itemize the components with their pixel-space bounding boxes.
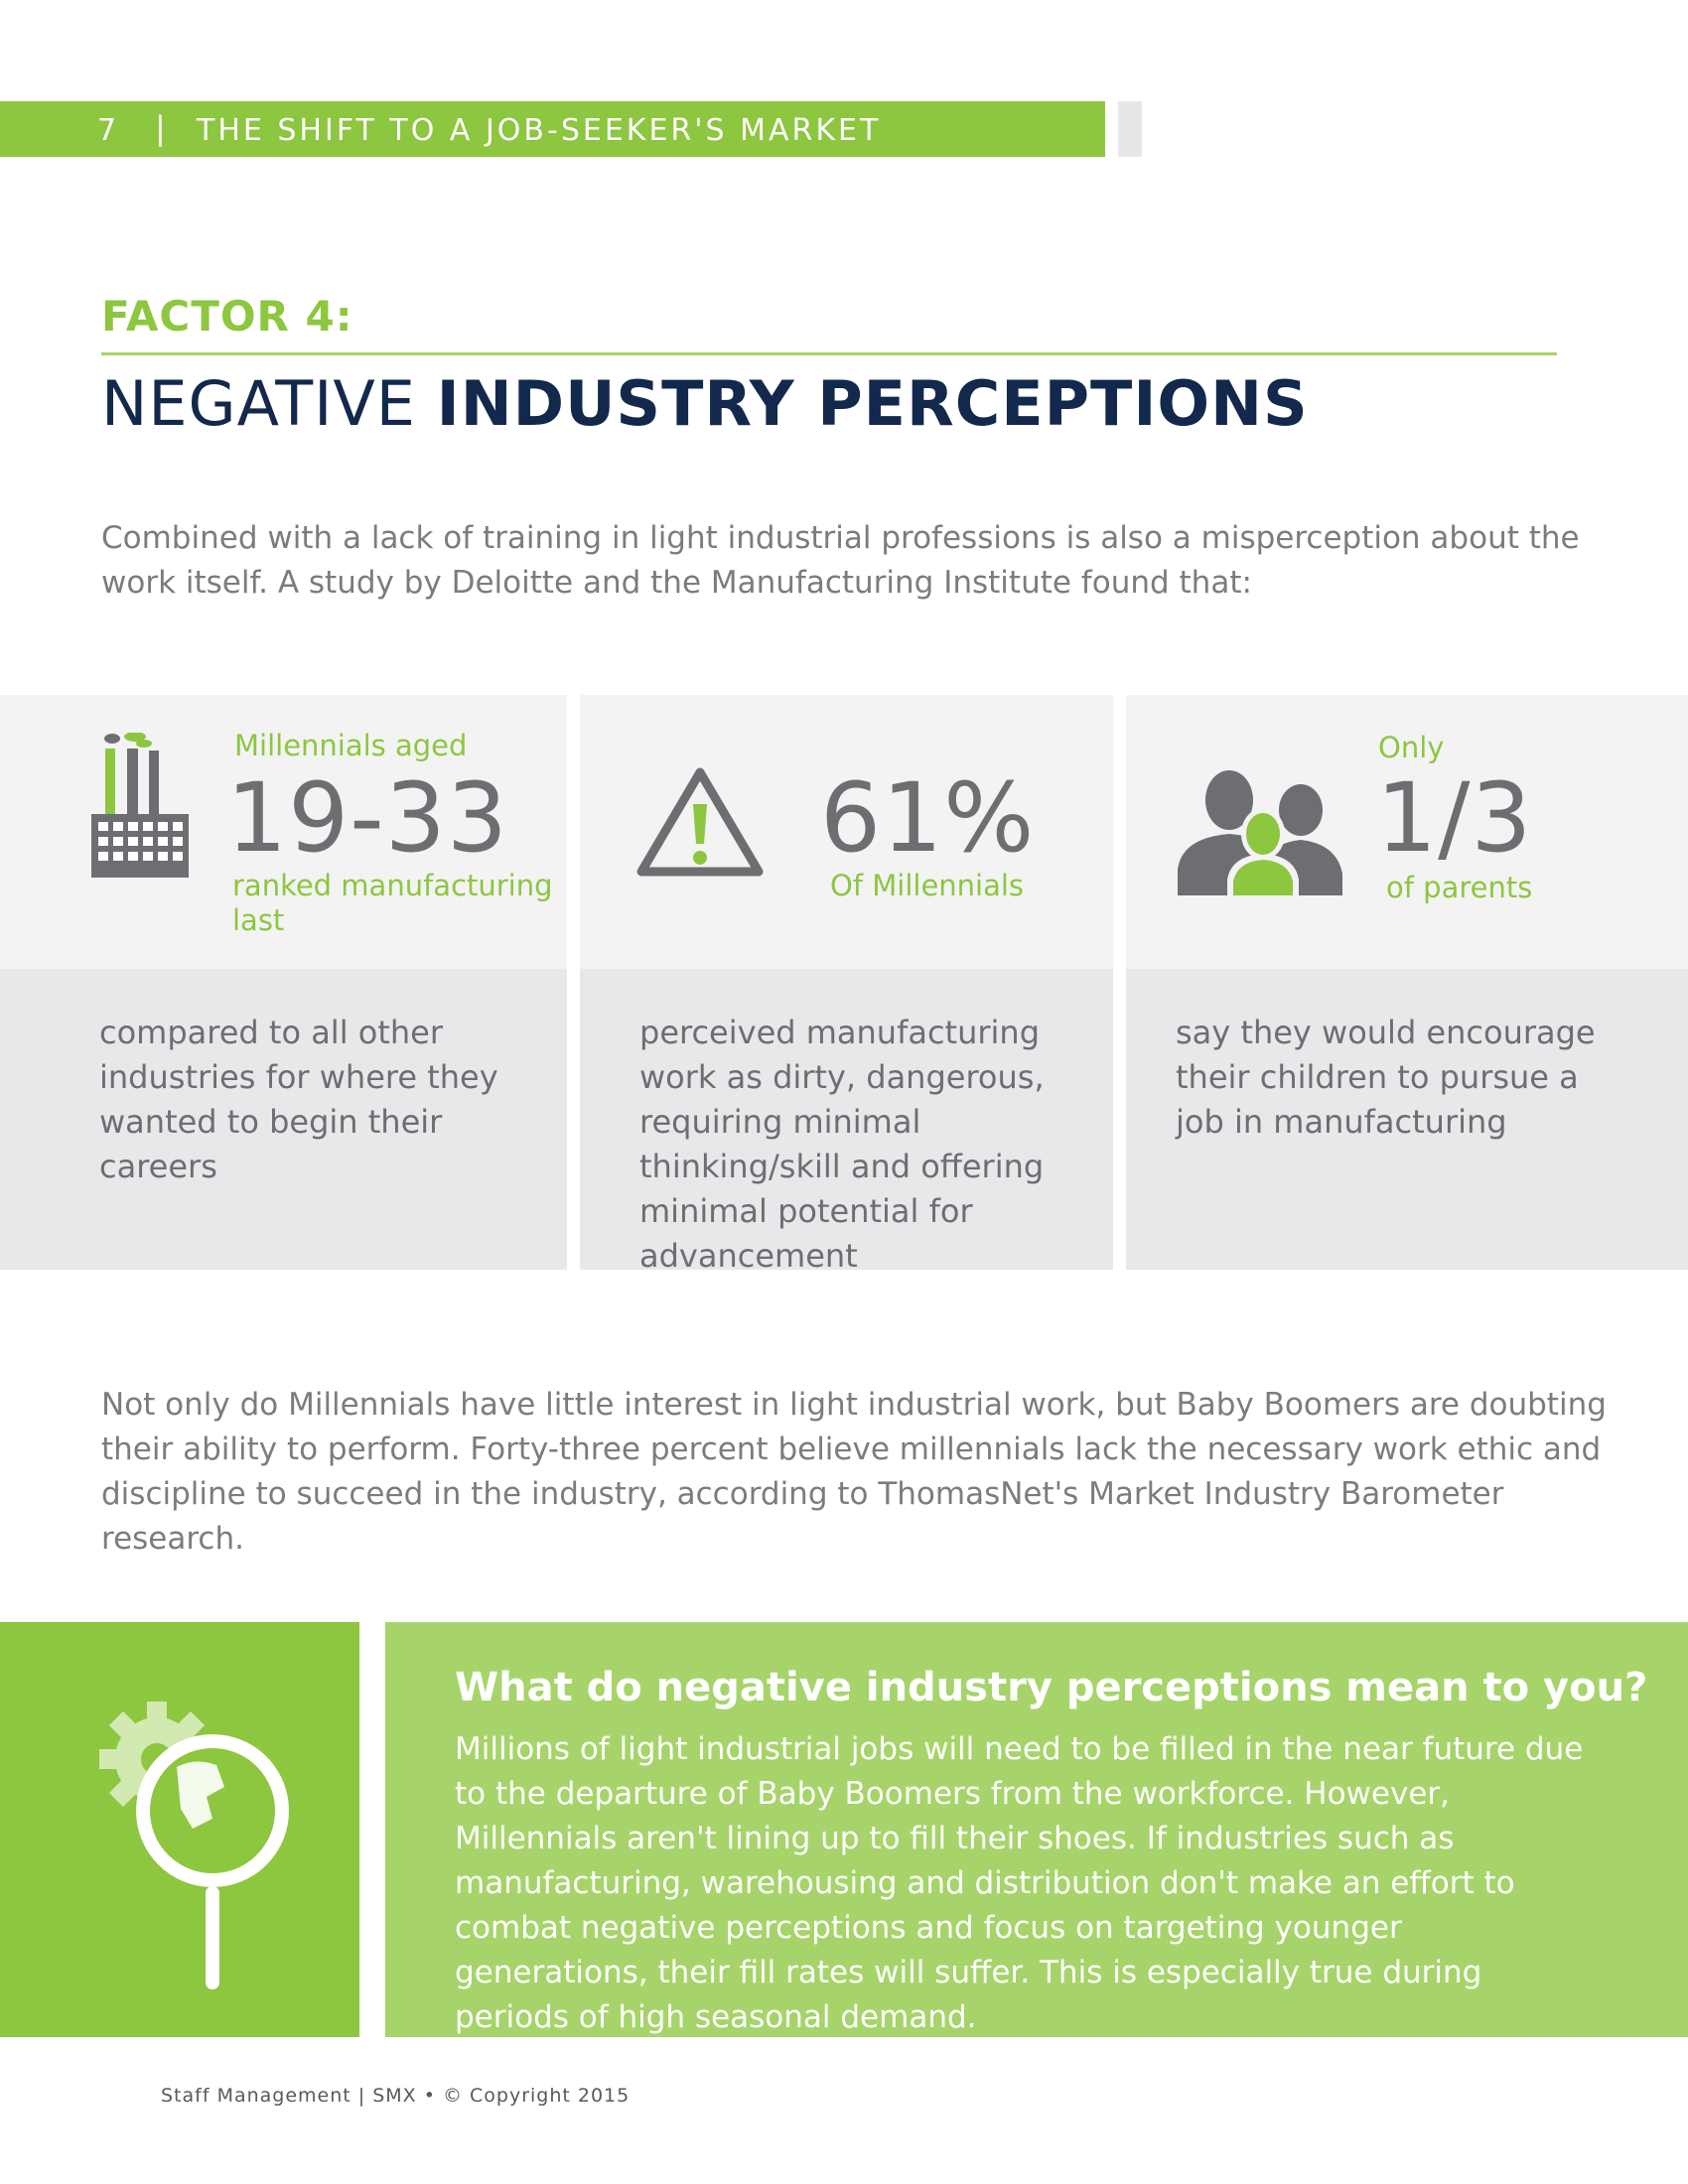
factor-divider xyxy=(101,352,1557,355)
stat-panel-3-top: Only 1/3 of parents xyxy=(1126,695,1688,969)
footer: Staff Management | SMX • © Copyright 201… xyxy=(161,2085,631,2107)
stat-2-description: perceived manufacturing work as dirty, d… xyxy=(639,1014,1045,1275)
people-icon xyxy=(1178,770,1342,895)
stat-3-pre: Only xyxy=(1378,731,1445,764)
stat-panel-2-top: 61% Of Millennials xyxy=(580,695,1113,969)
stat-3-post: of parents xyxy=(1386,871,1533,904)
intro-paragraph: Combined with a lack of training in ligh… xyxy=(101,520,1580,601)
stat-1-pre: Millennials aged xyxy=(234,729,468,762)
stat-2-value: 61% xyxy=(820,762,1036,874)
header-title: THE SHIFT TO A JOB-SEEKER'S MARKET xyxy=(197,113,882,148)
stat-3-description: say they would encourage their children … xyxy=(1176,1014,1596,1141)
stat-1-value: 19-33 xyxy=(226,762,508,874)
page-title-bold: INDUSTRY PERCEPTIONS xyxy=(436,367,1309,440)
stat-1-post: ranked manufacturing xyxy=(232,869,553,902)
header-separator: | xyxy=(155,109,166,147)
callout-body: Millions of light industrial jobs will n… xyxy=(455,1731,1584,2035)
gear-magnifier-icon xyxy=(99,1702,289,1989)
stat-1-post-2: last xyxy=(232,903,285,937)
stat-2-post: Of Millennials xyxy=(830,869,1025,902)
page-title: NEGATIVE INDUSTRY PERCEPTIONS xyxy=(101,367,1309,440)
callout-icon-panel xyxy=(0,1622,359,2037)
warning-icon xyxy=(636,767,764,877)
stat-panel-1-bottom: compared to all other industries for whe… xyxy=(0,969,567,1270)
factory-icon xyxy=(91,733,189,878)
stat-3-value: 1/3 xyxy=(1376,762,1533,874)
callout-heading: What do negative industry perceptions me… xyxy=(455,1665,1648,1710)
page-title-light: NEGATIVE xyxy=(101,367,437,440)
stat-panel-3-bottom: say they would encourage their children … xyxy=(1126,969,1688,1270)
callout-panel xyxy=(385,1622,1688,2037)
header-tab xyxy=(1118,101,1142,157)
page-number: 7 xyxy=(97,113,118,148)
factor-label: FACTOR 4: xyxy=(101,292,353,341)
stat-panel-1-top: Millennials aged 19-33 ranked manufactur… xyxy=(0,695,567,969)
body-paragraph: Not only do Millennials have little inte… xyxy=(101,1387,1607,1557)
header-bar: 7 | THE SHIFT TO A JOB-SEEKER'S MARKET xyxy=(0,101,1105,157)
stat-1-description: compared to all other industries for whe… xyxy=(99,1014,498,1185)
stat-panel-2-bottom: perceived manufacturing work as dirty, d… xyxy=(580,969,1113,1275)
